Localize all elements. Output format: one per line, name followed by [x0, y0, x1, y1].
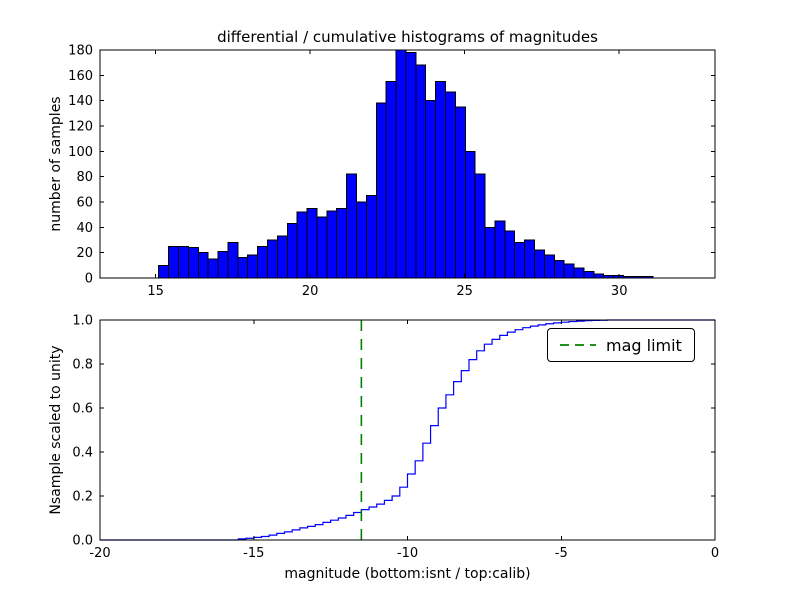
histogram-bar — [158, 264, 170, 279]
legend-label: mag limit — [606, 335, 682, 355]
top-histogram-ytick-label: 40 — [76, 221, 93, 236]
top-histogram-frame — [99, 49, 716, 279]
histogram-bar — [177, 245, 189, 279]
histogram-bar — [445, 91, 456, 279]
histogram-bar — [197, 252, 209, 279]
bottom-cumulative-ytick-label: 0.8 — [72, 358, 93, 373]
top-histogram-ytick-label: 180 — [68, 44, 93, 59]
bottom-cumulative-xtick-label: -20 — [89, 546, 110, 561]
bottom-cumulative-axes: -20 -15 -10 -5 0 0.0 0.2 0.4 0.6 0.8 1.0 — [72, 314, 719, 562]
histogram-bar — [553, 259, 565, 279]
top-histogram-axes: 15 20 25 30 0 20 40 60 80 100 120 140 160 180 — [68, 44, 716, 299]
histogram-bar — [276, 235, 288, 279]
histogram-bar — [168, 245, 179, 279]
histogram-bar — [187, 247, 199, 279]
histogram-bar — [494, 220, 506, 279]
bottom-cumulative-xtick-label: -15 — [243, 546, 264, 561]
histogram-bar — [247, 254, 259, 279]
histogram-bar — [464, 150, 476, 279]
top-histogram-ytick-label: 160 — [68, 69, 93, 84]
bottom-y-axis-label: Nsample scaled to unity — [48, 345, 64, 515]
histogram-bar — [267, 239, 278, 279]
histogram-bar — [207, 258, 219, 279]
histogram-bar — [524, 239, 536, 279]
top-y-axis-label: number of samples — [48, 96, 64, 232]
legend-dashed-line-icon — [560, 344, 596, 346]
histogram-bar — [543, 254, 555, 279]
histogram-bar — [583, 271, 595, 279]
histogram-bar — [375, 102, 387, 279]
histogram-bar — [504, 230, 516, 279]
histogram-bar — [336, 207, 348, 279]
bottom-cumulative-ytick-label: 1.0 — [72, 314, 93, 329]
histogram-bar — [563, 263, 575, 279]
histogram-bar — [286, 223, 298, 279]
histogram-bar — [306, 207, 318, 279]
top-histogram-xtick-label: 25 — [456, 284, 473, 299]
histogram-bar — [217, 250, 229, 279]
histogram-bar — [415, 64, 427, 279]
bottom-cumulative-xtick-label: 0 — [711, 546, 719, 561]
x-axis-label: magnitude (bottom:isnt / top:calib) — [284, 566, 531, 582]
bottom-cumulative-xtick-label: -5 — [555, 546, 568, 561]
bottom-cumulative-ytick-label: 0.6 — [72, 402, 93, 417]
histogram-bar — [326, 210, 338, 279]
histogram-bar — [237, 257, 249, 279]
histogram-bar — [316, 216, 328, 279]
top-histogram-ytick-label: 120 — [68, 120, 93, 135]
top-histogram-ytick-label: 80 — [76, 170, 93, 185]
top-histogram-ytick-label: 0 — [85, 272, 93, 287]
histogram-bar — [573, 267, 585, 279]
top-histogram-xtick-label: 30 — [611, 284, 628, 299]
histogram-bar — [534, 249, 545, 279]
histogram-bar — [346, 173, 358, 279]
histogram-bar — [365, 195, 377, 279]
histogram-bar — [425, 100, 437, 279]
histogram-bar — [514, 242, 526, 279]
histogram-bar — [454, 106, 466, 279]
histogram-bar — [296, 211, 308, 279]
histogram-bar — [385, 81, 397, 279]
histogram-bar — [405, 52, 417, 279]
chart-title: differential / cumulative histograms of … — [217, 28, 598, 46]
bottom-cumulative-xtick-label: -10 — [397, 546, 418, 561]
cumulative-step-line — [100, 319, 715, 541]
top-histogram-ytick-label: 20 — [76, 246, 93, 261]
bottom-cumulative-ytick-label: 0.2 — [72, 490, 93, 505]
histogram-bar — [435, 81, 447, 279]
legend: mag limit — [547, 328, 695, 362]
histogram-bar — [484, 226, 496, 279]
top-histogram-ytick-label: 140 — [68, 94, 93, 109]
top-histogram-ytick-label: 100 — [68, 145, 93, 160]
bottom-cumulative-ytick-label: 0.0 — [72, 534, 93, 549]
histogram-bar — [395, 49, 407, 279]
top-histogram-xtick-label: 20 — [302, 284, 319, 299]
histogram-bars — [158, 49, 654, 279]
bottom-cumulative-ytick-label: 0.4 — [72, 446, 93, 461]
histogram-bar — [227, 242, 239, 279]
top-histogram-xtick-label: 15 — [147, 284, 164, 299]
histogram-bar — [356, 201, 367, 279]
histogram-bar — [474, 173, 486, 279]
histogram-bar — [593, 273, 605, 279]
top-histogram-ytick-label: 60 — [76, 196, 93, 211]
histogram-bar — [257, 245, 269, 279]
